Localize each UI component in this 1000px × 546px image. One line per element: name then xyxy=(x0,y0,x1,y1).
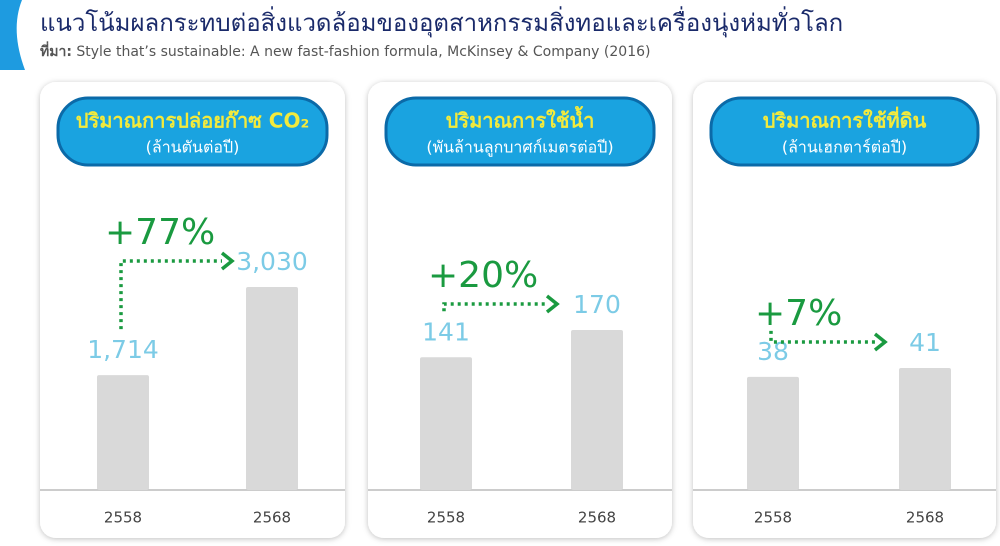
header-pill xyxy=(56,96,329,167)
bar xyxy=(571,330,623,490)
value-label: 141 xyxy=(422,317,470,346)
bar xyxy=(246,287,298,490)
bar xyxy=(899,368,951,490)
chart-title: ปริมาณการใช้น้ำ xyxy=(446,106,595,133)
category-label: 2568 xyxy=(906,509,944,527)
chart-subtitle: (พันล้านลูกบาศก์เมตรต่อปี) xyxy=(426,138,613,158)
bar xyxy=(747,376,799,490)
arrow-head xyxy=(220,251,235,271)
bar xyxy=(420,357,472,490)
annotation: +77% xyxy=(105,212,215,253)
chart-title: ปริมาณการใช้ที่ดิน xyxy=(763,106,927,133)
trend-arrow xyxy=(442,302,547,312)
category-label: 2558 xyxy=(104,509,142,527)
chart-subtitle: (ล้านเฮกตาร์ต่อปี) xyxy=(782,138,907,157)
bar xyxy=(97,375,149,490)
category-label: 2558 xyxy=(427,509,465,527)
value-label: 41 xyxy=(909,328,941,357)
value-label: 1,714 xyxy=(87,335,159,364)
annotation: +7% xyxy=(755,293,842,334)
corner-decoration xyxy=(0,0,25,70)
category-label: 2568 xyxy=(578,509,616,527)
header-pill xyxy=(709,96,980,167)
chart-title: ปริมาณการปล่อยก๊าซ CO₂ xyxy=(76,109,310,133)
source-text: Style that’s sustainable: A new fast-fas… xyxy=(76,44,650,60)
chart-subtitle: (ล้านตันต่อปี) xyxy=(146,138,240,157)
arrow-head xyxy=(545,294,560,314)
value-label: 170 xyxy=(573,290,621,319)
trend-arrow xyxy=(119,259,222,330)
arrow-head xyxy=(873,332,888,352)
value-label: 38 xyxy=(757,337,789,366)
category-label: 2568 xyxy=(253,509,291,527)
source: ที่มา: Style that’s sustainable: A new f… xyxy=(40,41,650,60)
page-title: แนวโน้มผลกระทบต่อสิ่งแวดล้อมของอุตสาหกรร… xyxy=(40,6,843,38)
source-label: ที่มา: xyxy=(40,41,72,60)
header-pill xyxy=(384,96,656,167)
value-label: 3,030 xyxy=(236,247,308,276)
annotation: +20% xyxy=(428,255,538,296)
category-label: 2558 xyxy=(754,509,792,527)
